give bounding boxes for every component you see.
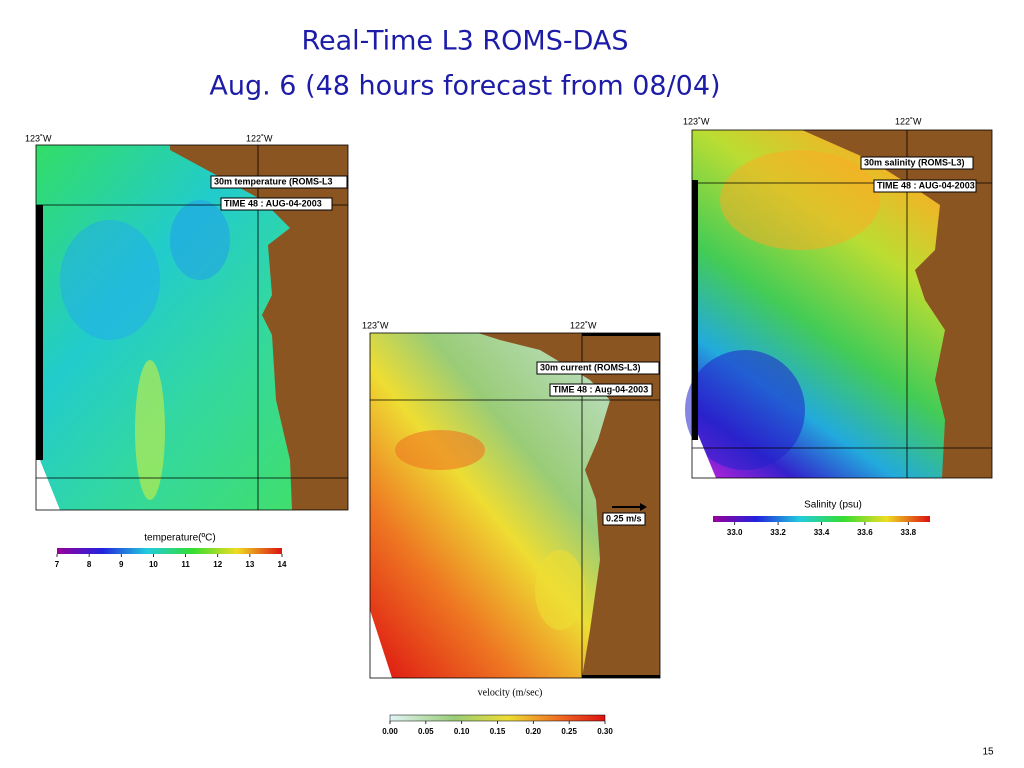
colorbar-tick-label: 0.15: [490, 727, 506, 736]
colorbar-tick-label: 33.2: [770, 528, 786, 537]
map-label: 30m current (ROMS-L3): [540, 362, 641, 372]
colorbar-tick-label: 14: [278, 560, 287, 569]
scale-label: 0.25 m/s: [606, 513, 642, 523]
colorbar-tick-label: 0.30: [597, 727, 613, 736]
colorbar-tick-label: 9: [119, 560, 124, 569]
lon-label: 122˚W: [895, 116, 922, 126]
colorbar: [713, 516, 930, 522]
lon-label: 123˚W: [683, 116, 710, 126]
colorbar-tick-label: 0.00: [382, 727, 398, 736]
colorbar-title: velocity (m/sec): [478, 687, 543, 698]
colorbar-tick-label: 33.6: [857, 528, 873, 537]
map-label: 30m salinity (ROMS-L3): [864, 157, 965, 167]
colorbar-tick-label: 33.8: [901, 528, 917, 537]
page-number: 15: [982, 747, 994, 758]
map-label: 30m temperature (ROMS-L3: [214, 176, 333, 186]
colorbar-tick-label: 12: [213, 560, 222, 569]
colorbar: [57, 548, 282, 554]
lon-label: 123˚W: [362, 320, 389, 330]
title: Real-Time L3 ROMS-DAS: [301, 26, 628, 57]
colorbar: [389, 714, 606, 722]
colorbar-tick-label: 0.20: [526, 727, 542, 736]
map-time: TIME 48 : Aug-04-2003: [553, 384, 648, 394]
colorbar-tick-label: 33.0: [727, 528, 743, 537]
salinity-map: [685, 129, 993, 479]
colorbar-title: Salinity (psu): [804, 500, 862, 511]
subtitle: Aug. 6 (48 hours forecast from 08/04): [209, 71, 720, 102]
lon-label: 122˚W: [246, 133, 273, 143]
lon-label: 123˚W: [25, 133, 52, 143]
current-map: [369, 332, 661, 679]
colorbar-tick-label: 7: [55, 560, 60, 569]
colorbar-tick-label: 13: [245, 560, 254, 569]
map-time: TIME 48 : AUG-04-2003: [877, 180, 975, 190]
colorbar-tick-label: 0.25: [561, 727, 577, 736]
colorbar-tick-label: 0.10: [454, 727, 470, 736]
colorbar-tick-label: 0.05: [418, 727, 434, 736]
temperature-map: [35, 144, 349, 511]
colorbar-tick-label: 33.4: [814, 528, 830, 537]
map-time: TIME 48 : AUG-04-2003: [224, 198, 322, 208]
colorbar-tick-label: 10: [149, 560, 158, 569]
colorbar-title: temperature(ºC): [144, 533, 215, 544]
colorbar-tick-label: 8: [87, 560, 92, 569]
lon-label: 122˚W: [570, 320, 597, 330]
colorbar-tick-label: 11: [181, 560, 190, 569]
